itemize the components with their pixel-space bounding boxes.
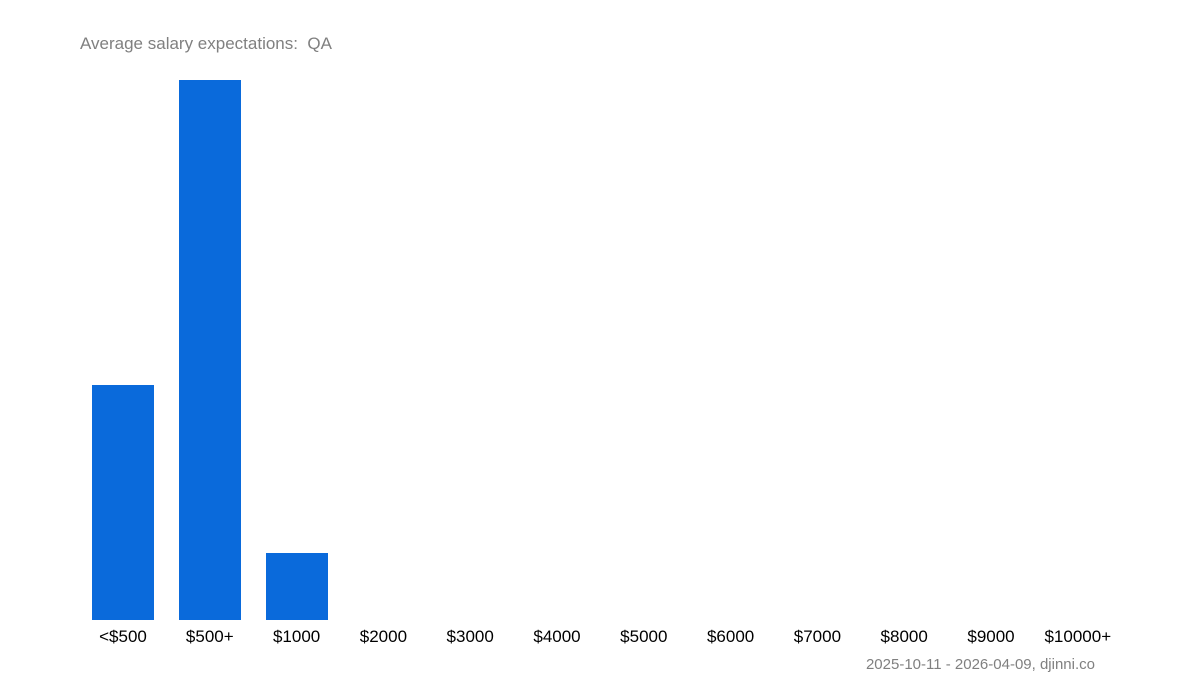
x-tick-label: $10000+: [1044, 627, 1112, 646]
x-tick-label: $2000: [359, 627, 408, 646]
x-tick-label: $7000: [793, 627, 842, 646]
chart-footer-source: 2025-10-11 - 2026-04-09, djinni.co: [865, 656, 1095, 673]
x-tick-label: $4000: [533, 627, 581, 646]
x-tick-label: $500+: [185, 627, 234, 646]
x-tick-label: $1000: [272, 627, 321, 646]
x-tick-label: $3000: [446, 627, 494, 646]
chart-title: Average salary expectations: QA: [80, 34, 332, 53]
bar: [178, 80, 241, 620]
x-tick-label: $5000: [620, 627, 668, 646]
x-tick-label: $9000: [967, 627, 1015, 646]
bar: [265, 553, 328, 620]
x-tick-label: $6000: [706, 627, 755, 646]
x-tick-label: <$500: [99, 627, 147, 646]
plot-area: [92, 80, 1112, 620]
x-tick-label: $8000: [880, 627, 928, 646]
bar: [92, 385, 154, 620]
